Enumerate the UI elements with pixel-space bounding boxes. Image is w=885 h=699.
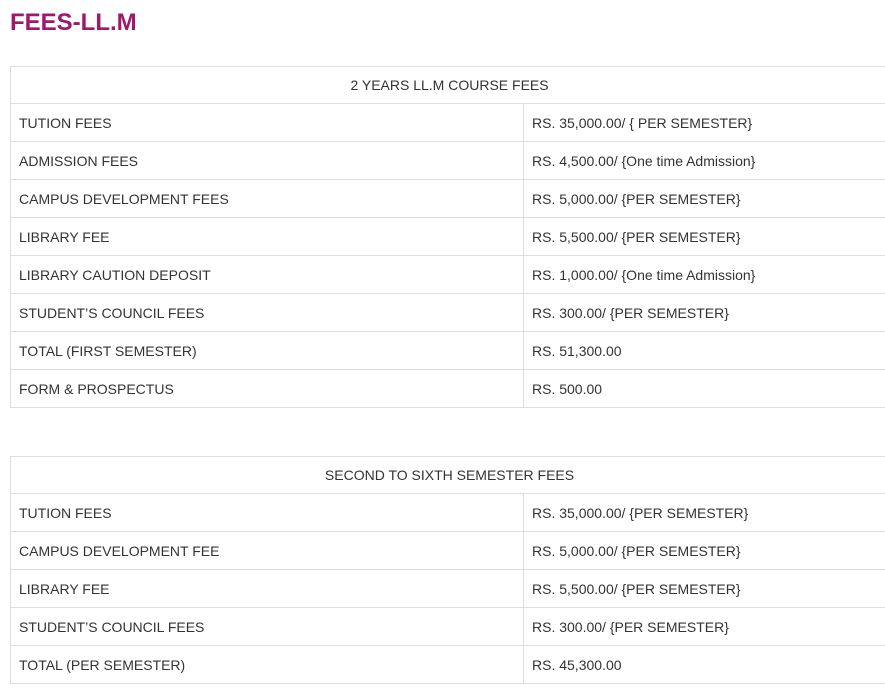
fee-label: TUTION FEES	[10, 103, 524, 142]
fee-amount: RS. 45,300.00	[522, 645, 885, 684]
table-row: ADMISSION FEES RS. 4,500.00/ {One time A…	[10, 141, 885, 180]
table-row: TUTION FEES RS. 35,000.00/ { PER SEMESTE…	[10, 103, 885, 142]
fee-label: STUDENT’S COUNCIL FEES	[10, 607, 524, 646]
first-semester-fees-table: 2 YEARS LL.M COURSE FEES TUTION FEES RS.…	[9, 66, 885, 408]
fee-amount: RS. 300.00/ {PER SEMESTER}	[522, 607, 885, 646]
table-row: TUTION FEES RS. 35,000.00/ {PER SEMESTER…	[10, 493, 885, 532]
fee-label: TUTION FEES	[10, 493, 524, 532]
fee-amount: RS. 1,000.00/ {One time Admission}	[522, 255, 885, 294]
fee-label: CAMPUS DEVELOPMENT FEES	[10, 179, 524, 218]
table-heading: SECOND TO SIXTH SEMESTER FEES	[9, 456, 885, 494]
table-row-total: TOTAL (PER SEMESTER) RS. 45,300.00	[10, 645, 885, 684]
table-row: STUDENT’S COUNCIL FEES RS. 300.00/ {PER …	[10, 293, 885, 332]
fee-label: LIBRARY FEE	[10, 217, 524, 256]
fee-amount: RS. 5,500.00/ {PER SEMESTER}	[522, 569, 885, 608]
fee-amount: RS. 35,000.00/ { PER SEMESTER}	[522, 103, 885, 142]
fee-amount: RS. 35,000.00/ {PER SEMESTER}	[522, 493, 885, 532]
fee-amount: RS. 4,500.00/ {One time Admission}	[522, 141, 885, 180]
fee-amount: RS. 300.00/ {PER SEMESTER}	[522, 293, 885, 332]
fee-label: CAMPUS DEVELOPMENT FEE	[10, 531, 524, 570]
table-row: LIBRARY CAUTION DEPOSIT RS. 1,000.00/ {O…	[10, 255, 885, 294]
table-row-total: TOTAL (FIRST SEMESTER) RS. 51,300.00	[10, 331, 885, 370]
fee-amount: RS. 5,500.00/ {PER SEMESTER}	[522, 217, 885, 256]
fee-amount: RS. 5,000.00/ {PER SEMESTER}	[522, 531, 885, 570]
fee-amount: RS. 5,000.00/ {PER SEMESTER}	[522, 179, 885, 218]
table-row: FORM & PROSPECTUS RS. 500.00	[10, 369, 885, 408]
table-header-row: SECOND TO SIXTH SEMESTER FEES	[9, 456, 885, 494]
table-row: LIBRARY FEE RS. 5,500.00/ {PER SEMESTER}	[10, 569, 885, 608]
fee-label: LIBRARY FEE	[10, 569, 524, 608]
fee-label: STUDENT’S COUNCIL FEES	[10, 293, 524, 332]
table-row: STUDENT’S COUNCIL FEES RS. 300.00/ {PER …	[10, 607, 885, 646]
table-header-row: 2 YEARS LL.M COURSE FEES	[9, 66, 885, 104]
table-row: LIBRARY FEE RS. 5,500.00/ {PER SEMESTER}	[10, 217, 885, 256]
fee-amount: RS. 51,300.00	[522, 331, 885, 370]
fee-label: TOTAL (PER SEMESTER)	[10, 645, 524, 684]
fee-amount: RS. 500.00	[522, 369, 885, 408]
fee-label: LIBRARY CAUTION DEPOSIT	[10, 255, 524, 294]
fee-label: TOTAL (FIRST SEMESTER)	[10, 331, 524, 370]
page-title: FEES-LL.M	[10, 9, 137, 36]
table-heading: 2 YEARS LL.M COURSE FEES	[9, 66, 885, 104]
fee-label: ADMISSION FEES	[10, 141, 524, 180]
table-row: CAMPUS DEVELOPMENT FEES RS. 5,000.00/ {P…	[10, 179, 885, 218]
table-row: CAMPUS DEVELOPMENT FEE RS. 5,000.00/ {PE…	[10, 531, 885, 570]
later-semester-fees-table: SECOND TO SIXTH SEMESTER FEES TUTION FEE…	[9, 456, 885, 684]
fee-label: FORM & PROSPECTUS	[10, 369, 524, 408]
